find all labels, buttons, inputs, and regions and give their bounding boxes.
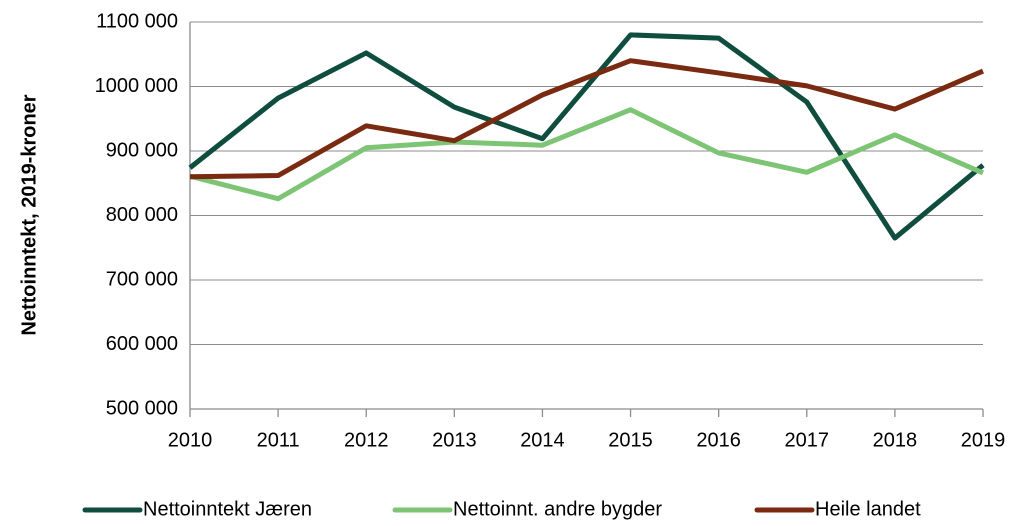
y-tick-label: 700 000 bbox=[106, 268, 178, 290]
y-tick-label: 1000 000 bbox=[95, 75, 178, 97]
x-tick-label: 2016 bbox=[696, 429, 741, 451]
legend-label: Nettoinntekt Jæren bbox=[143, 498, 312, 520]
x-tick-label: 2019 bbox=[961, 429, 1006, 451]
series-line bbox=[189, 107, 984, 202]
x-tick-label: 2012 bbox=[344, 429, 389, 451]
x-tick-label: 2014 bbox=[520, 429, 565, 451]
y-tick-label: 500 000 bbox=[106, 397, 178, 419]
legend-label: Heile landet bbox=[815, 498, 921, 520]
x-tick-label: 2013 bbox=[432, 429, 477, 451]
x-tick-label: 2011 bbox=[257, 429, 300, 451]
y-tick-label: 900 000 bbox=[106, 139, 178, 161]
x-tick-label: 2017 bbox=[785, 429, 830, 451]
series-line bbox=[189, 58, 984, 180]
x-tick-label: 2015 bbox=[608, 429, 653, 451]
x-tick-label: 2010 bbox=[168, 429, 213, 451]
y-axis-label: Nettoinntekt, 2019-kroner bbox=[18, 94, 40, 335]
x-tick-label: 2018 bbox=[873, 429, 918, 451]
legend-label: Nettoinnt. andre bygder bbox=[453, 498, 662, 520]
y-tick-label: 1100 000 bbox=[96, 10, 178, 32]
y-tick-label: 600 000 bbox=[106, 333, 178, 355]
series-line bbox=[188, 32, 985, 241]
y-tick-label: 800 000 bbox=[106, 204, 178, 226]
